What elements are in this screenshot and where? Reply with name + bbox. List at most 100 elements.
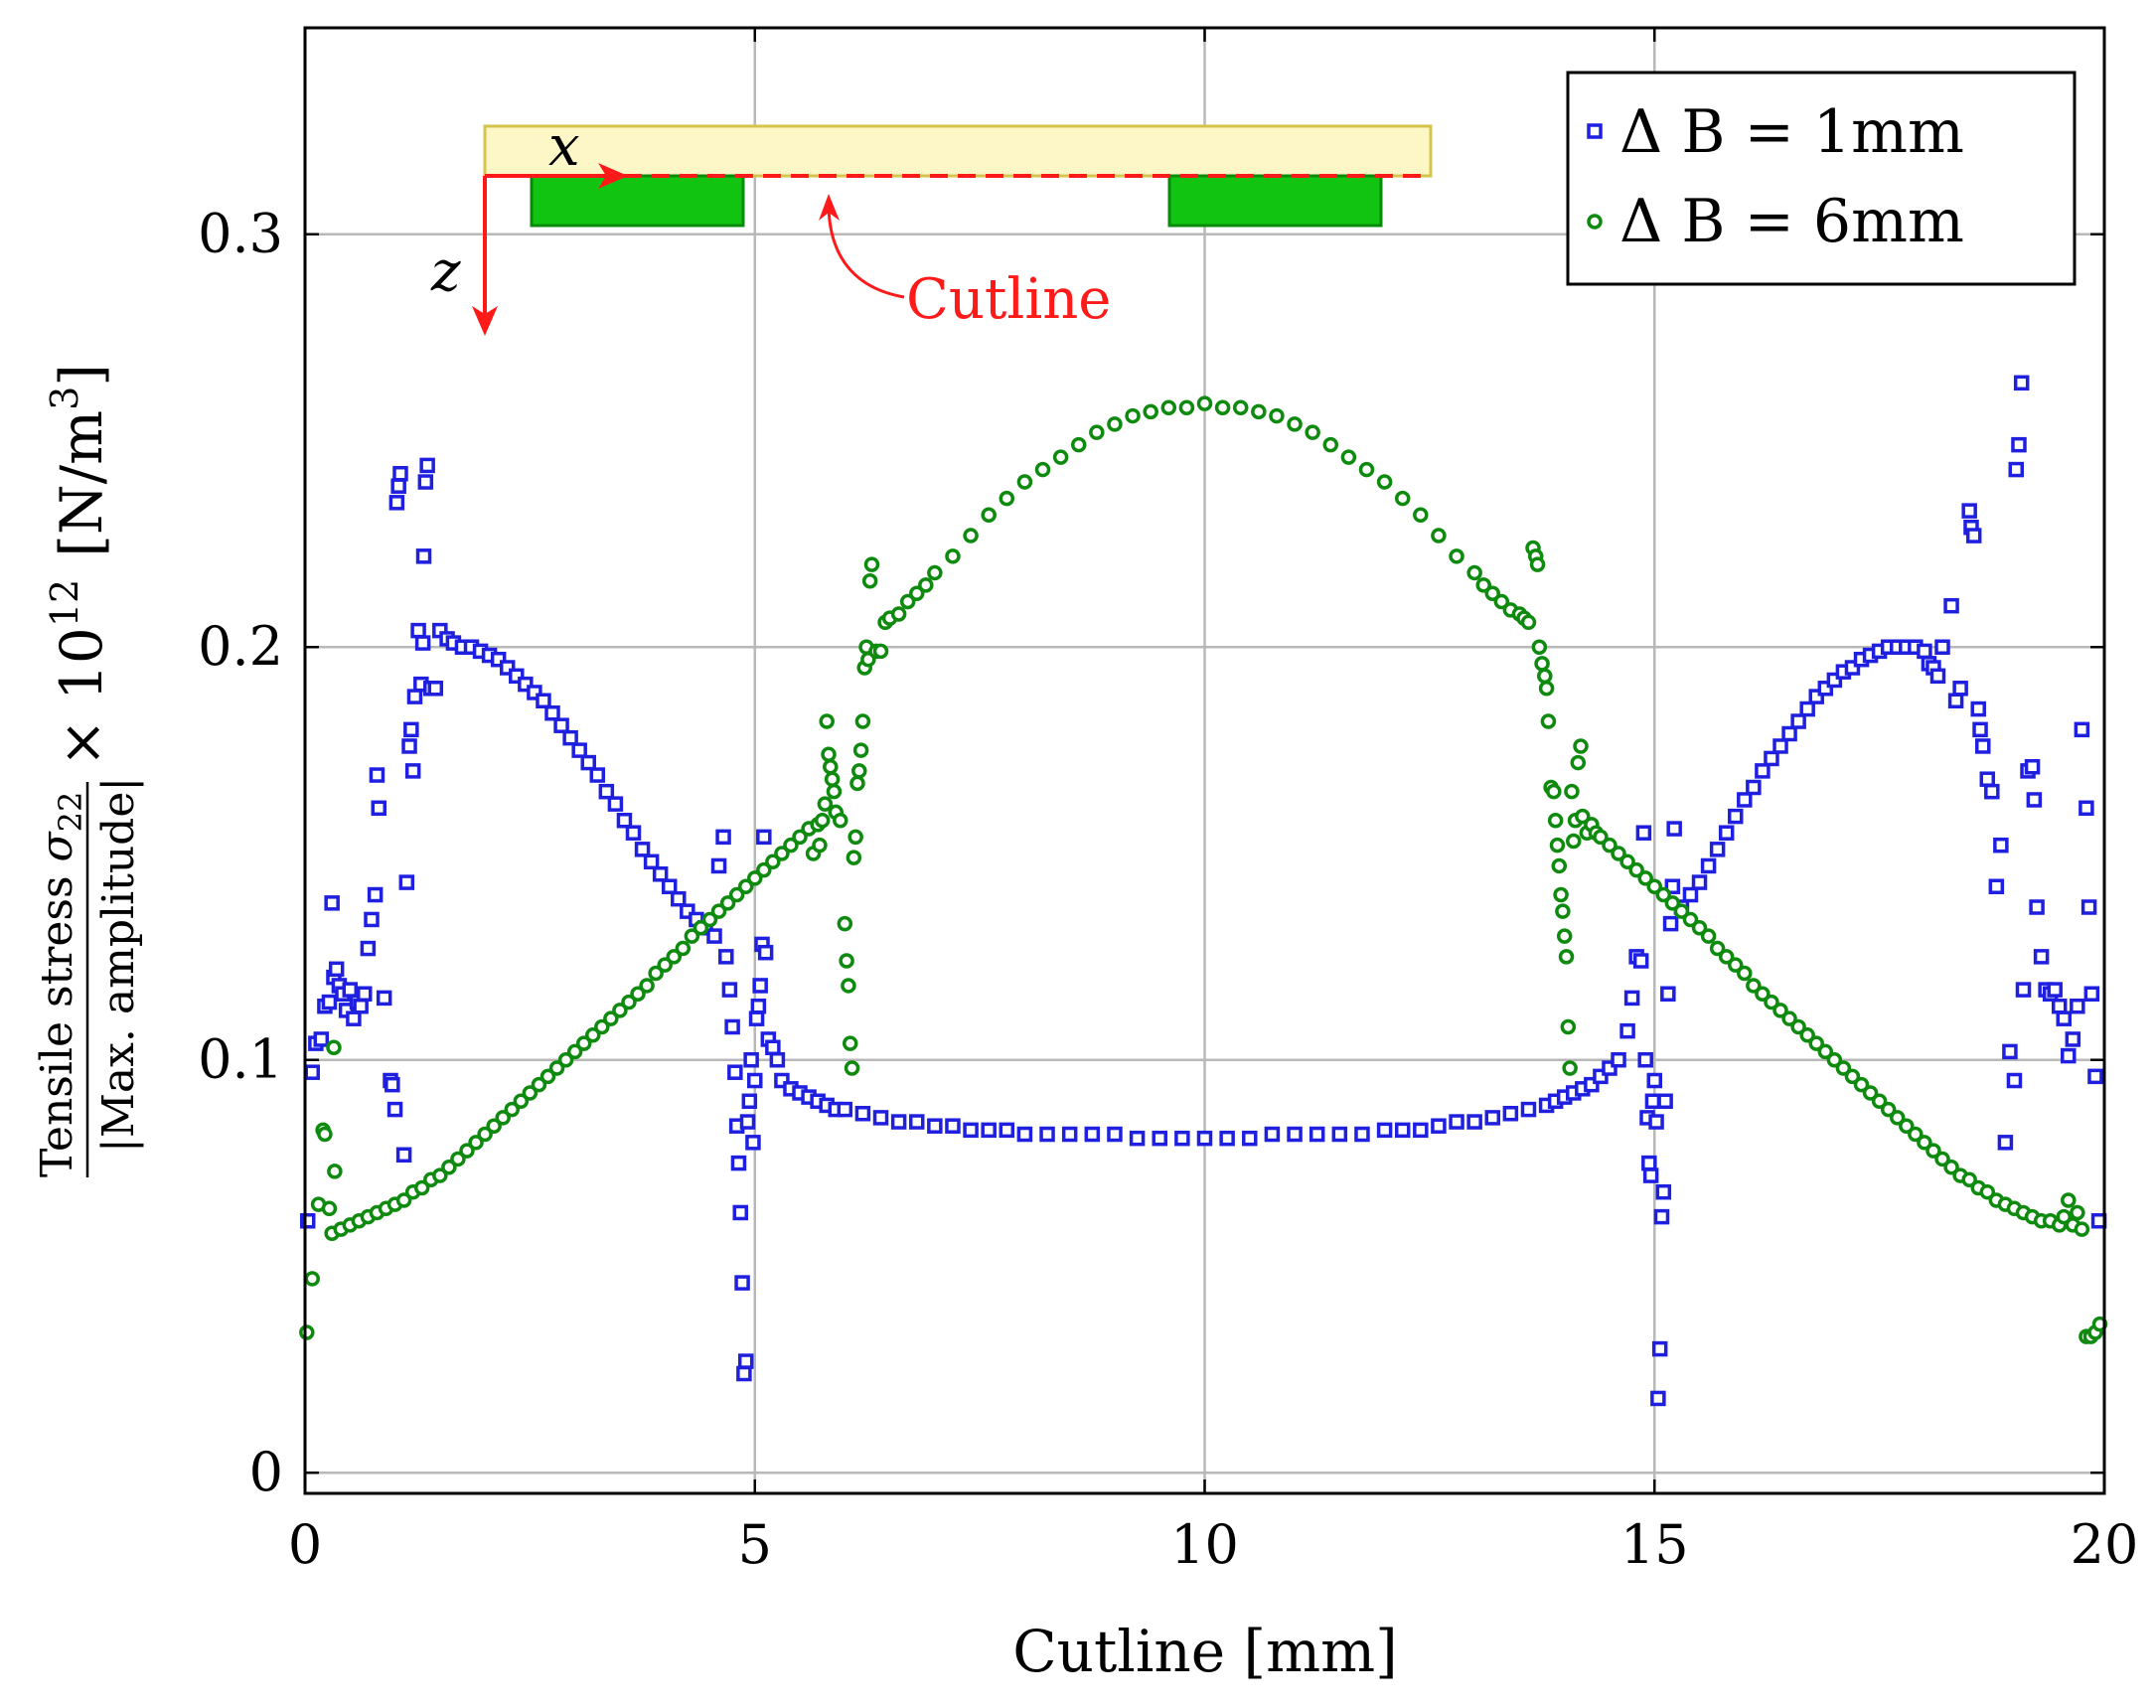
data-point-circle [575, 1035, 592, 1051]
data-point-square [406, 689, 423, 704]
data-point-square [1219, 1130, 1235, 1147]
data-point-square [2033, 949, 2050, 965]
data-point-circle [1305, 424, 1320, 440]
data-point-circle [603, 1010, 619, 1026]
data-point-square [1664, 878, 1681, 894]
data-point-circle [1431, 528, 1447, 543]
data-point-circle [1700, 928, 1717, 944]
data-point-square [1376, 1122, 1393, 1139]
y-label-denominator: |Max. amplitude| [93, 777, 144, 1153]
data-point-square [769, 1051, 786, 1068]
data-point-circle [1727, 957, 1744, 973]
data-point-square [1264, 1126, 1281, 1143]
data-point-circle [899, 593, 916, 610]
data-point-circle [1566, 833, 1582, 850]
data-point-circle [756, 861, 772, 878]
data-point-circle [728, 886, 745, 903]
data-point-square [2047, 982, 2063, 998]
data-point-circle [839, 953, 854, 969]
data-point-circle [1564, 783, 1580, 800]
data-point-circle [1943, 1160, 1959, 1175]
data-point-square [404, 763, 421, 779]
data-point-square [2079, 800, 2094, 817]
data-point-square [706, 928, 722, 944]
data-point-circle [1269, 407, 1285, 424]
data-point-circle [585, 1027, 601, 1043]
data-point-square [1174, 1130, 1190, 1147]
data-point-square [2011, 436, 2027, 453]
data-point-square [1988, 878, 2005, 894]
data-point-square [2070, 998, 2085, 1014]
data-point-circle [821, 746, 837, 763]
data-point-circle [693, 920, 709, 936]
data-point-square [1196, 1130, 1213, 1147]
data-point-square [625, 825, 642, 841]
data-point-circle [1016, 474, 1033, 490]
data-point-circle [1575, 808, 1591, 825]
data-point-square [398, 874, 415, 890]
data-point-square [1287, 1126, 1303, 1143]
data-point-circle [701, 911, 718, 928]
data-point-square [734, 1275, 750, 1291]
inset-cutline-arrowhead [819, 194, 840, 221]
data-point-square [1619, 1022, 1635, 1039]
data-point-square [1972, 721, 1988, 738]
data-point-square [1413, 1122, 1429, 1139]
data-point-square [748, 1010, 765, 1026]
data-point-circle [1925, 1143, 1941, 1159]
data-point-circle [1551, 857, 1568, 874]
data-point-circle [849, 775, 865, 792]
data-point-circle [630, 986, 646, 1003]
y-tick-label: 0.3 [198, 203, 283, 265]
data-point-square [1611, 1051, 1626, 1068]
data-point-square [999, 1122, 1015, 1139]
data-point-circle [842, 1035, 858, 1051]
legend-label-6mm: Δ B = 6mm [1619, 187, 1964, 256]
data-point-circle [2070, 1204, 2085, 1221]
legend-marker-square [1587, 123, 1603, 139]
data-point-square [410, 622, 426, 639]
data-point-circle [981, 507, 997, 524]
data-point-circle [1529, 556, 1546, 572]
data-point-circle [1232, 399, 1249, 416]
data-point-square [1431, 1118, 1447, 1134]
data-point-square [1520, 1101, 1537, 1118]
data-point-circle [1880, 1101, 1897, 1118]
data-point-circle [963, 528, 979, 543]
data-point-square [2065, 1031, 2081, 1047]
inset-cutline-pointer [827, 205, 905, 299]
data-point-square [837, 1101, 853, 1118]
data-point-circle [1540, 713, 1557, 729]
tick-labels: 0 5 10 15 20 0 0.1 0.2 0.3 [198, 203, 2138, 1576]
data-point-square [854, 1105, 871, 1122]
data-point-circle [812, 837, 828, 854]
data-point-square [544, 704, 560, 721]
data-point-circle [999, 490, 1015, 507]
data-point-square [1084, 1126, 1101, 1143]
data-point-square [634, 842, 651, 857]
data-point-square [386, 1101, 403, 1118]
data-point-square [1152, 1130, 1167, 1147]
data-point-circle [612, 1003, 628, 1018]
data-point-square [1061, 1126, 1078, 1143]
data-point-square [2024, 758, 2041, 775]
data-point-square [1737, 792, 1753, 808]
data-point-square [571, 742, 587, 758]
data-point-circle [413, 1179, 430, 1196]
data-point-square [321, 994, 338, 1010]
data-point-square [730, 1155, 747, 1171]
data-point-circle [844, 1060, 860, 1076]
data-point-circle [666, 949, 683, 965]
data-point-circle [1537, 668, 1553, 685]
data-point-circle [1917, 1135, 1932, 1151]
data-point-square [745, 1135, 761, 1151]
data-point-square [737, 1353, 754, 1369]
data-point-square [324, 895, 340, 911]
data-point-square [732, 1204, 749, 1221]
data-point-square [357, 986, 373, 1003]
data-point-square [718, 949, 734, 965]
data-point-square [414, 635, 431, 651]
data-point-square [765, 1039, 781, 1056]
legend-box [1566, 71, 2077, 286]
data-point-circle [1799, 1027, 1815, 1043]
